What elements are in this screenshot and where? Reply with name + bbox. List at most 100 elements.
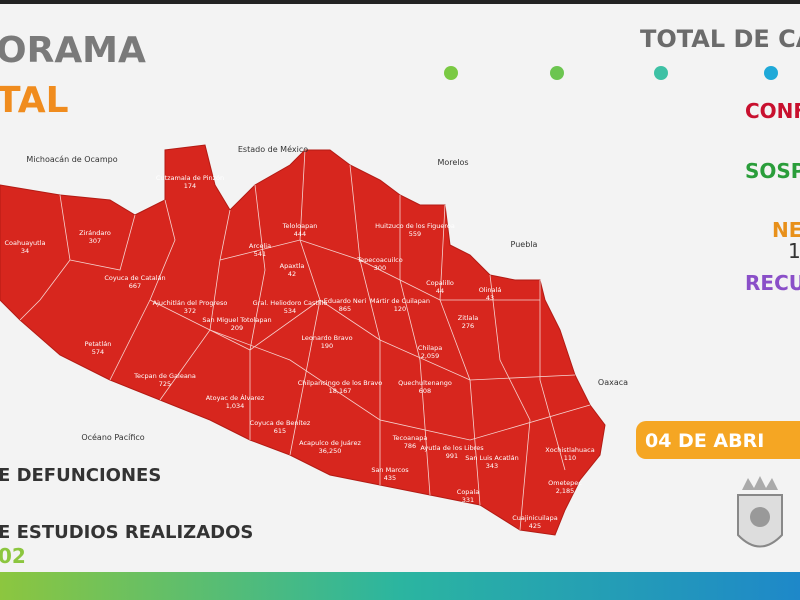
municipality-cases: 435 xyxy=(384,474,396,482)
municipality-name: Huitzuco de los Figueroa xyxy=(375,222,455,230)
municipality-name: Tecpan de Galeana xyxy=(133,372,196,380)
municipality-name: Mártir de Cuilapan xyxy=(370,297,430,305)
municipality-name: Coahuayutla xyxy=(4,239,45,247)
municipality-cases: 43 xyxy=(486,294,494,302)
municipality-cases: 300 xyxy=(374,264,386,272)
dot xyxy=(654,66,668,80)
region-label: Morelos xyxy=(437,158,468,167)
footer-bar xyxy=(0,572,800,600)
municipality-name: Coyuca de Catalán xyxy=(104,274,165,282)
municipality-cases: 541 xyxy=(254,250,266,258)
municipality-name: Copalillo xyxy=(426,279,454,287)
municipality-cases: 307 xyxy=(89,237,101,245)
region-label: Oaxaca xyxy=(598,378,628,387)
municipality-name: Teloloapan xyxy=(282,222,318,230)
deaths-label: E DEFUNCIONES xyxy=(0,465,161,486)
state-map xyxy=(0,144,606,536)
municipality-name: Acapulco de Juárez xyxy=(299,439,361,447)
municipality-name: Gral. Heliodoro Castillo xyxy=(253,299,328,307)
suspected-label: SOSPE xyxy=(745,159,800,183)
municipal-borders xyxy=(19,149,591,531)
region-label: Estado de México xyxy=(238,144,308,154)
municipality-cases: 110 xyxy=(564,454,576,462)
municipality-name: Olinalá xyxy=(479,286,502,294)
municipality-cases: 44 xyxy=(436,287,444,295)
municipality-name: San Luis Acatlán xyxy=(465,454,519,462)
municipality-cases: 725 xyxy=(159,380,171,388)
dot xyxy=(550,66,564,80)
totals-title: TOTAL DE CA xyxy=(640,25,800,53)
municipality-name: Cutzamala de Pinzón xyxy=(156,174,224,182)
municipality-name: Xochistlahuaca xyxy=(545,446,594,454)
top-edge xyxy=(0,0,800,4)
labels: Michoacán de Ocampo Estado de México Morel… xyxy=(4,144,628,530)
municipality-cases: 608 xyxy=(419,387,431,395)
recovered-label: RECU xyxy=(745,271,800,295)
emblem xyxy=(750,507,770,527)
municipality-cases: 190 xyxy=(321,342,333,350)
municipality-name: Arcelia xyxy=(249,242,271,250)
municipality-name: Zitlala xyxy=(458,314,478,322)
municipality-cases: 425 xyxy=(529,522,541,530)
region-label: Puebla xyxy=(511,240,538,249)
municipality-cases: 574 xyxy=(92,348,104,356)
municipality-name: Eduardo Neri xyxy=(324,297,367,305)
title: ORAMA xyxy=(0,30,146,71)
municipality-cases: 42 xyxy=(288,270,296,278)
timeline-dots xyxy=(444,66,778,80)
municipality-name: Ayutla de los Libres xyxy=(420,444,484,452)
region-label: Michoacán de Ocampo xyxy=(26,155,117,164)
municipality-name: Copala xyxy=(457,488,479,496)
municipality-name: San Miguel Totolapan xyxy=(202,316,271,324)
coat-of-arms xyxy=(737,476,783,548)
municipality-cases: 36,250 xyxy=(319,447,342,455)
municipality-name: Apaxtla xyxy=(280,262,305,270)
municipality-name: Petatlán xyxy=(85,340,112,348)
studies-label: E ESTUDIOS REALIZADOS xyxy=(0,522,253,543)
municipality-cases: 174 xyxy=(184,182,196,190)
municipality-name: Tepecoacuilco xyxy=(356,256,402,264)
municipality-cases: 559 xyxy=(409,230,421,238)
municipality-name: Quechultenango xyxy=(398,379,452,387)
subtitle: TAL xyxy=(0,80,69,121)
municipality-cases: 534 xyxy=(284,307,296,315)
municipality-name: Chilpancingo de los Bravo xyxy=(298,379,383,387)
municipality-cases: 1,034 xyxy=(226,402,245,410)
negative-label: NEG xyxy=(772,218,800,242)
municipality-name: Zirándaro xyxy=(79,229,111,237)
municipality-cases: 615 xyxy=(274,427,286,435)
municipality-name: Cuajinicuilapa xyxy=(512,514,558,522)
municipality-name: San Marcos xyxy=(371,466,409,474)
confirmed-label: CONF xyxy=(745,99,800,123)
municipality-cases: 209 xyxy=(231,324,243,332)
municipality-name: Atoyac de Álvarez xyxy=(206,393,265,402)
municipality-name: Coyuca de Benítez xyxy=(250,419,311,427)
municipality-name: Ajuchitlán del Progreso xyxy=(153,299,228,307)
dot xyxy=(764,66,778,80)
municipality-name: Leonardo Bravo xyxy=(301,334,352,342)
municipality-cases: 2,185 xyxy=(556,487,575,495)
municipality-cases: 786 xyxy=(404,442,416,450)
municipality-cases: 18,167 xyxy=(329,387,352,395)
region-label: Océano Pacífico xyxy=(81,432,144,442)
municipality-name: Tecoanapa xyxy=(392,434,428,442)
municipality-cases: 991 xyxy=(446,452,458,460)
crest xyxy=(742,476,778,490)
dot xyxy=(444,66,458,80)
municipality-cases: 2,059 xyxy=(421,352,440,360)
municipality-cases: 276 xyxy=(462,322,474,330)
negative-value: 1 xyxy=(788,239,800,263)
date: 04 DE ABRI xyxy=(645,430,764,452)
municipality-cases: 865 xyxy=(339,305,351,313)
municipality-cases: 120 xyxy=(394,305,406,313)
studies-value: 02 xyxy=(0,544,26,568)
municipality-cases: 343 xyxy=(486,462,498,470)
municipality-cases: 372 xyxy=(184,307,196,315)
municipality-name: Chilapa xyxy=(418,344,442,352)
municipality-cases: 34 xyxy=(21,247,29,255)
municipality-cases: 444 xyxy=(294,230,306,238)
municipality-cases: 331 xyxy=(462,496,474,504)
municipality-name: Ometepec xyxy=(548,479,582,487)
